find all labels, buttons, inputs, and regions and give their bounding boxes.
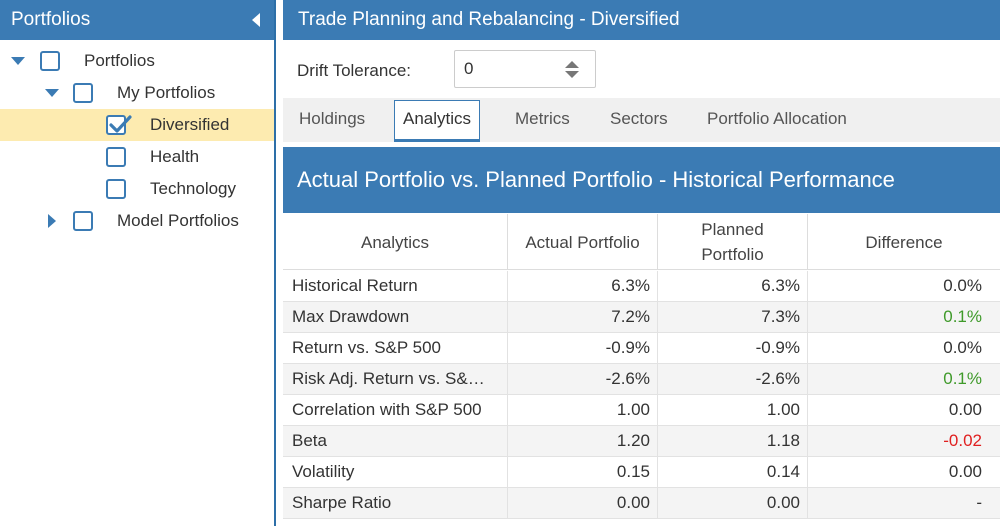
actual-value: 1.00 bbox=[508, 395, 658, 426]
tree-item-my-portfolios[interactable]: My Portfolios bbox=[0, 77, 274, 109]
checkbox-checked[interactable] bbox=[106, 115, 132, 135]
row-label: Volatility bbox=[283, 457, 508, 488]
tab-sectors[interactable]: Sectors bbox=[610, 109, 668, 128]
checkbox[interactable] bbox=[106, 147, 126, 167]
tree-item-label: Technology bbox=[150, 179, 237, 198]
difference-value: 0.0% bbox=[943, 338, 982, 357]
tree-item-diversified[interactable]: Diversified bbox=[0, 109, 274, 141]
tree-item-label: My Portfolios bbox=[117, 83, 216, 102]
expand-caret-icon[interactable] bbox=[48, 214, 56, 228]
sidebar-title: Portfolios bbox=[11, 9, 91, 30]
table-row[interactable]: Return vs. S&P 500 -0.9% -0.9% 0.0% bbox=[283, 333, 1000, 364]
page-title: Trade Planning and Rebalancing - Diversi… bbox=[283, 0, 1000, 40]
drift-tolerance-stepper[interactable] bbox=[454, 50, 596, 88]
tree-item-health[interactable]: Health bbox=[0, 141, 274, 173]
table-row[interactable]: Max Drawdown 7.2% 7.3% 0.1% bbox=[283, 302, 1000, 333]
tree-item-label: Diversified bbox=[150, 115, 230, 134]
panel-divider[interactable] bbox=[274, 0, 276, 526]
checkbox[interactable] bbox=[40, 51, 60, 71]
table-row[interactable]: Correlation with S&P 500 1.00 1.00 0.00 bbox=[283, 395, 1000, 426]
drift-tolerance-label: Drift Tolerance: bbox=[297, 61, 412, 80]
actual-value: 0.15 bbox=[508, 457, 658, 488]
tree-item-label: Health bbox=[150, 147, 200, 166]
checkbox[interactable] bbox=[73, 211, 93, 231]
row-label: Sharpe Ratio bbox=[283, 488, 508, 519]
collapse-sidebar-icon[interactable] bbox=[252, 13, 260, 27]
tree-item-model-portfolios[interactable]: Model Portfolios bbox=[0, 205, 274, 237]
planned-value: 0.14 bbox=[658, 457, 808, 488]
difference-value: 0.00 bbox=[948, 462, 982, 481]
decrement-icon[interactable] bbox=[565, 71, 579, 78]
table-row[interactable]: Historical Return 6.3% 6.3% 0.0% bbox=[283, 271, 1000, 302]
planned-value: -2.6% bbox=[658, 364, 808, 395]
sidebar-header: Portfolios bbox=[0, 0, 274, 40]
planned-value: 1.00 bbox=[658, 395, 808, 426]
drift-tolerance-input[interactable] bbox=[464, 59, 554, 79]
table-row[interactable]: Volatility 0.15 0.14 0.00 bbox=[283, 457, 1000, 488]
difference-value: 0.0% bbox=[943, 276, 982, 295]
row-label: Max Drawdown bbox=[283, 302, 508, 333]
tree-item-label: Portfolios bbox=[84, 51, 155, 70]
checkbox[interactable] bbox=[106, 179, 126, 199]
actual-value: -0.9% bbox=[508, 333, 658, 364]
check-icon bbox=[109, 115, 132, 133]
tab-bar: Holdings Analytics Metrics Sectors Portf… bbox=[283, 98, 1000, 142]
row-label: Correlation with S&P 500 bbox=[283, 395, 508, 426]
actual-value: 1.20 bbox=[508, 426, 658, 457]
tree-item-label: Model Portfolios bbox=[117, 211, 239, 230]
increment-icon[interactable] bbox=[565, 61, 579, 68]
planned-value: 0.00 bbox=[658, 488, 808, 519]
checkbox[interactable] bbox=[73, 83, 93, 103]
tree-item-technology[interactable]: Technology bbox=[0, 173, 274, 205]
section-title: Actual Portfolio vs. Planned Portfolio -… bbox=[283, 147, 1000, 213]
column-header-line: Planned bbox=[701, 220, 764, 239]
actual-value: 7.2% bbox=[508, 302, 658, 333]
actual-value: -2.6% bbox=[508, 364, 658, 395]
expand-caret-icon[interactable] bbox=[45, 89, 59, 97]
drift-tolerance-row: Drift Tolerance: bbox=[283, 50, 1000, 88]
column-header-planned-portfolio[interactable]: Planned Portfolio bbox=[658, 214, 808, 270]
planned-value: 6.3% bbox=[658, 271, 808, 302]
expand-caret-icon[interactable] bbox=[11, 57, 25, 65]
row-label: Return vs. S&P 500 bbox=[283, 333, 508, 364]
difference-value: 0.1% bbox=[943, 307, 982, 326]
column-header-line: Portfolio bbox=[701, 245, 764, 264]
table-row[interactable]: Risk Adj. Return vs. S&… -2.6% -2.6% 0.1% bbox=[283, 364, 1000, 395]
actual-value: 0.00 bbox=[508, 488, 658, 519]
planned-value: -0.9% bbox=[658, 333, 808, 364]
planned-value: 1.18 bbox=[658, 426, 808, 457]
difference-value: - bbox=[976, 493, 982, 512]
difference-value: 0.1% bbox=[943, 369, 982, 388]
portfolio-sidebar: Portfolios Portfolios My Portfolios Dive… bbox=[0, 0, 274, 526]
difference-value: 0.00 bbox=[948, 400, 982, 419]
tab-holdings[interactable]: Holdings bbox=[299, 109, 366, 128]
tab-portfolio-allocation[interactable]: Portfolio Allocation bbox=[707, 109, 847, 128]
difference-value: -0.02 bbox=[943, 431, 982, 450]
table-header: Analytics Actual Portfolio Planned Portf… bbox=[283, 214, 1000, 270]
row-label: Risk Adj. Return vs. S&… bbox=[283, 364, 508, 395]
row-label: Historical Return bbox=[283, 271, 508, 302]
actual-value: 6.3% bbox=[508, 271, 658, 302]
tree-item-portfolios[interactable]: Portfolios bbox=[0, 45, 274, 77]
row-label: Beta bbox=[283, 426, 508, 457]
column-header-actual-portfolio[interactable]: Actual Portfolio bbox=[508, 214, 658, 270]
column-header-analytics[interactable]: Analytics bbox=[283, 214, 508, 270]
table-row[interactable]: Sharpe Ratio 0.00 0.00- bbox=[283, 488, 1000, 519]
tab-analytics[interactable]: Analytics bbox=[394, 100, 481, 142]
planned-value: 7.3% bbox=[658, 302, 808, 333]
table-row[interactable]: Beta 1.20 1.18 -0.02 bbox=[283, 426, 1000, 457]
column-header-difference[interactable]: Difference bbox=[865, 232, 943, 252]
tab-metrics[interactable]: Metrics bbox=[515, 109, 570, 128]
main-panel: Trade Planning and Rebalancing - Diversi… bbox=[283, 0, 1000, 526]
